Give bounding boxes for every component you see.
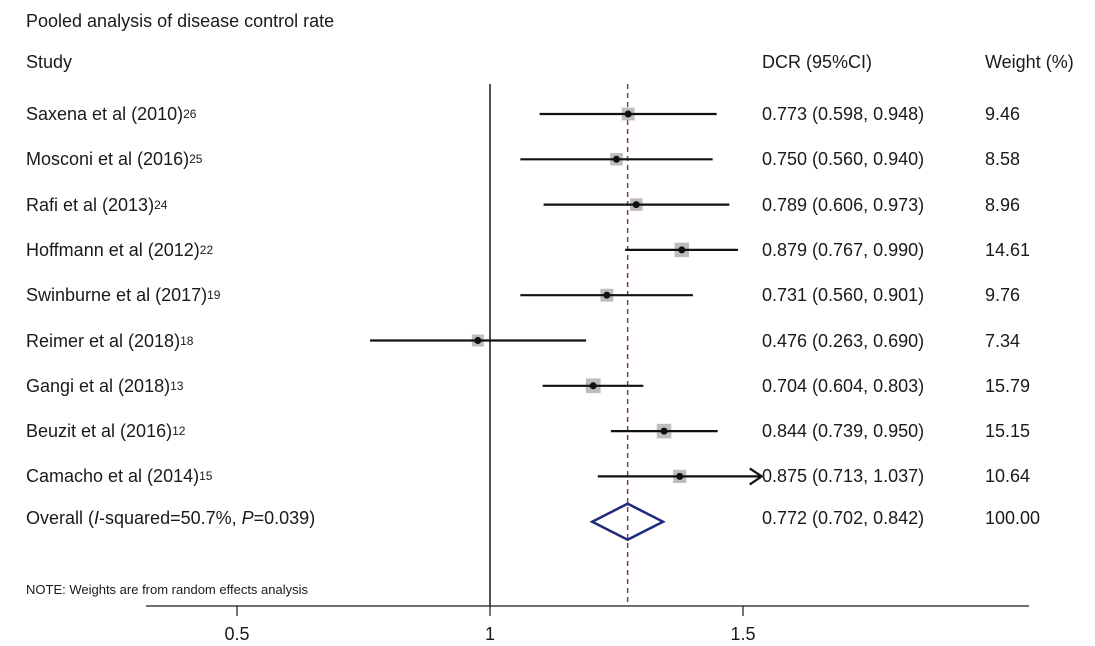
study-dcr: 0.789 (0.606, 0.973) — [762, 194, 925, 215]
study-weight: 8.96 — [985, 194, 1021, 215]
study-column-header: Study — [26, 52, 73, 72]
point-estimate — [474, 337, 482, 344]
study-weight: 7.34 — [985, 330, 1021, 351]
study-name: Rafi et al (2013)24 — [26, 194, 168, 215]
study-dcr: 0.731 (0.560, 0.901) — [762, 285, 925, 306]
point-estimate — [678, 246, 686, 254]
ci-arrow — [749, 467, 764, 486]
study-name: Beuzit et al (2016)12 — [26, 421, 186, 442]
point-estimate — [624, 110, 632, 118]
study-weight: 15.15 — [985, 421, 1031, 442]
study-name: Gangi et al (2018)13 — [26, 375, 184, 396]
study-dcr: 0.476 (0.263, 0.690) — [762, 330, 925, 351]
study-weight: 9.46 — [985, 104, 1021, 124]
study-weight: 14.61 — [985, 239, 1031, 260]
study-dcr: 0.704 (0.604, 0.803) — [762, 375, 925, 396]
point-estimate — [676, 472, 684, 480]
point-estimate — [613, 155, 620, 163]
overall-dcr: 0.772 (0.702, 0.842) — [762, 508, 925, 528]
study-name: Reimer et al (2018)18 — [26, 330, 194, 351]
study-dcr: 0.773 (0.598, 0.948) — [762, 104, 925, 124]
study-weight: 8.58 — [985, 149, 1021, 170]
study-weight: 15.79 — [985, 375, 1031, 396]
study-dcr: 0.875 (0.713, 1.037) — [762, 466, 925, 487]
x-tick-label: 1.5 — [730, 624, 756, 644]
point-estimate — [632, 201, 640, 209]
x-tick-label: 0.5 — [224, 624, 250, 644]
overall-weight: 100.00 — [985, 508, 1041, 528]
study-name: Saxena et al (2010)26 — [26, 104, 197, 124]
point-estimate — [589, 382, 597, 390]
study-name: Mosconi et al (2016)25 — [26, 149, 203, 170]
study-dcr: 0.750 (0.560, 0.940) — [762, 149, 925, 170]
study-dcr: 0.879 (0.767, 0.990) — [762, 239, 925, 260]
x-tick-label: 1 — [484, 624, 496, 644]
study-weight: 9.76 — [985, 285, 1021, 306]
pooled-diamond — [589, 502, 666, 542]
study-name: Hoffmann et al (2012)22 — [26, 239, 214, 260]
point-estimate — [603, 291, 611, 299]
study-name: Camacho et al (2014)15 — [26, 466, 213, 487]
point-estimate — [660, 427, 668, 435]
weight-column-header: Weight (%) — [985, 52, 1074, 72]
overall-label: Overall (I-squared=50.7%, P=0.039) — [26, 508, 316, 528]
study-dcr: 0.844 (0.739, 0.950) — [762, 421, 925, 442]
chart-title: Pooled analysis of disease control rate — [26, 11, 335, 31]
dcr-column-header: DCR (95%CI) — [762, 52, 873, 72]
study-weight: 10.64 — [985, 466, 1031, 487]
study-name: Swinburne et al (2017)19 — [26, 285, 221, 306]
weights-note: NOTE: Weights are from random effects an… — [26, 582, 309, 597]
